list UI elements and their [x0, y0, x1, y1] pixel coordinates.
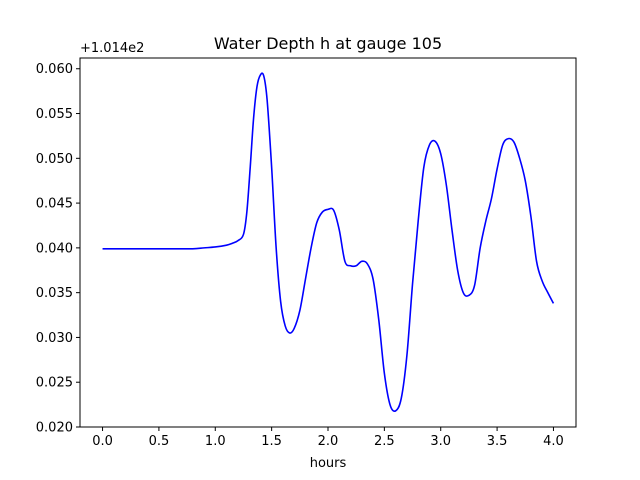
x-tick-label: 2.5: [374, 434, 395, 449]
y-tick-label: 0.035: [36, 286, 73, 301]
x-tick-label: 0.0: [92, 434, 113, 449]
x-axis-label: hours: [310, 456, 347, 471]
y-tick-label: 0.045: [36, 197, 73, 212]
y-tick-label: 0.020: [36, 421, 73, 436]
x-tick-label: 1.5: [261, 434, 282, 449]
x-tick-label: 3.0: [430, 434, 451, 449]
x-tick-label: 4.0: [543, 434, 564, 449]
chart-title: Water Depth h at gauge 105: [214, 34, 442, 53]
plot-area-frame: [79, 57, 577, 428]
x-tick-label: 3.5: [487, 434, 508, 449]
y-tick-label: 0.055: [36, 107, 73, 122]
x-axis-ticks: 0.0 0.5 1.0 1.5 2.0 2.5 3.0 3.5 4.0: [92, 427, 564, 449]
y-axis-offset-label: +1.014e2: [80, 41, 144, 56]
x-tick-label: 1.0: [205, 434, 226, 449]
x-tick-label: 2.0: [318, 434, 339, 449]
y-tick-label: 0.025: [36, 376, 73, 391]
x-tick-label: 0.5: [149, 434, 170, 449]
series-line: [102, 72, 555, 413]
y-tick-label: 0.060: [36, 62, 73, 77]
y-tick-label: 0.040: [36, 241, 73, 256]
y-tick-label: 0.030: [36, 331, 73, 346]
y-axis-ticks: 0.020 0.025 0.030 0.035 0.040 0.045 0.050 0.055…: [36, 62, 80, 436]
y-tick-label: 0.050: [36, 152, 73, 167]
series-layer: [102, 72, 555, 413]
